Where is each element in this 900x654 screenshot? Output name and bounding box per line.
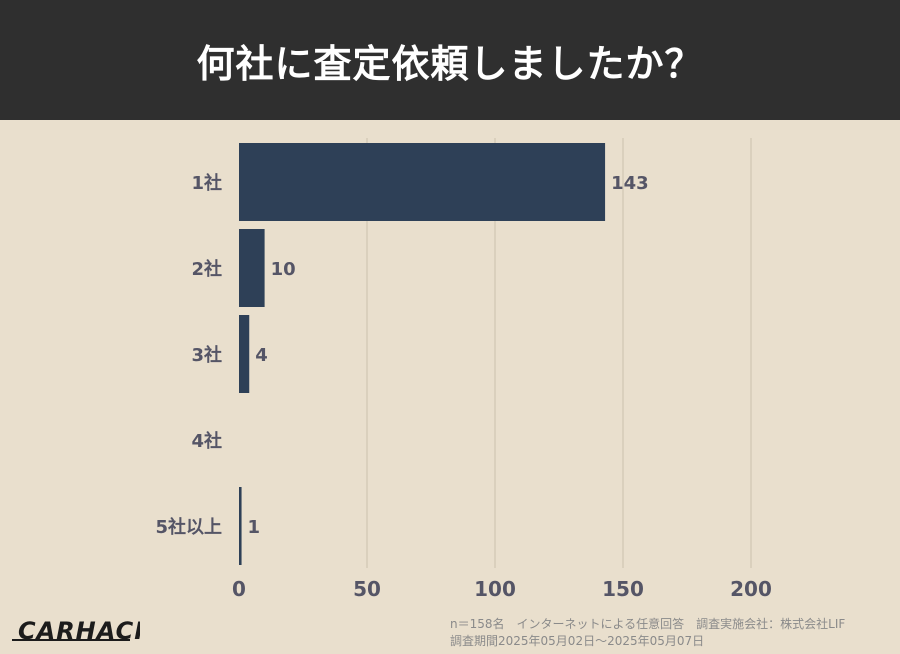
bar-chart: 1社 2社 3社 4社 5社以上 143 10 4 1 0 50 100 150 200 — [155, 138, 772, 601]
bars — [239, 143, 606, 565]
category-label: 1社 — [191, 172, 222, 194]
x-tick-label: 0 — [232, 577, 246, 601]
data-label: 10 — [271, 259, 296, 280]
category-label: 3社 — [191, 344, 222, 366]
category-label: 4社 — [191, 430, 222, 452]
carhack-logo: CARHACK — [12, 617, 140, 645]
category-labels: 1社 2社 3社 4社 5社以上 — [155, 172, 222, 538]
category-label: 5社以上 — [155, 516, 222, 538]
bar — [239, 229, 265, 307]
x-tick-label: 50 — [353, 577, 381, 601]
x-tick-label: 100 — [474, 577, 516, 601]
logo-text: CARHACK — [18, 617, 140, 645]
chart-area: 1社 2社 3社 4社 5社以上 143 10 4 1 0 50 100 150 200 — [0, 120, 900, 654]
chart-title: 何社に査定依頼しましたか？ — [196, 41, 704, 86]
footnote: n＝158名 インターネットによる任意回答 調査実施会社：株式会社LIF 調査期… — [450, 616, 890, 650]
x-tick-labels: 0 50 100 150 200 — [232, 577, 772, 601]
header-bar: 何社に査定依頼しましたか？ — [0, 0, 900, 120]
category-label: 2社 — [191, 258, 222, 280]
data-label: 4 — [255, 345, 268, 366]
x-tick-label: 150 — [602, 577, 644, 601]
data-label: 143 — [611, 173, 649, 194]
x-tick-label: 200 — [730, 577, 772, 601]
value-labels: 143 10 4 1 — [248, 173, 649, 538]
bar — [239, 143, 606, 221]
footnote-survey: n＝158名 インターネットによる任意回答 調査実施会社：株式会社LIF — [450, 617, 846, 631]
bar — [239, 315, 250, 393]
bar — [239, 487, 242, 565]
footnote-period: 調査期間2025年05月02日〜2025年05月07日 — [450, 634, 705, 648]
data-label: 1 — [248, 517, 261, 538]
